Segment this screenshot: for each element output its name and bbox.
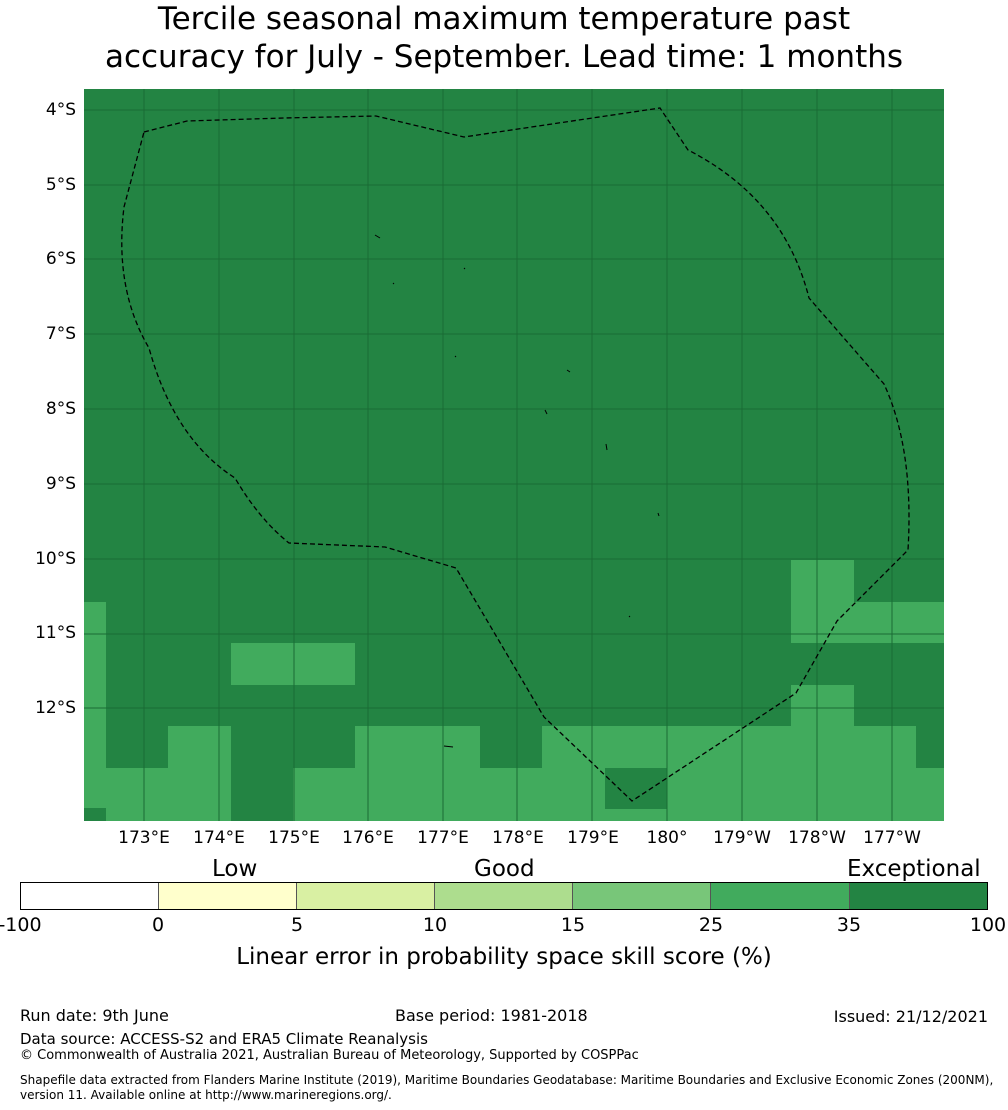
lon-label: 179°W xyxy=(713,828,771,848)
colorbar-category-exceptional: Exceptional xyxy=(847,856,981,882)
skill-cell xyxy=(293,768,355,821)
lon-label: 174°E xyxy=(193,828,245,848)
island-shape xyxy=(605,443,608,451)
skill-cell xyxy=(106,768,168,821)
colorbar-tick: 5 xyxy=(290,914,304,936)
skill-cell xyxy=(480,768,542,821)
skill-cell xyxy=(854,602,944,643)
colorbar-swatch xyxy=(296,882,435,910)
colorbar-swatch xyxy=(849,882,988,910)
colorbar-swatch xyxy=(572,882,711,910)
colorbar-swatch xyxy=(20,882,159,910)
island-shape xyxy=(374,234,381,239)
island-shape xyxy=(566,369,571,373)
colorbar-tick: 15 xyxy=(560,914,586,936)
lat-label: 10°S xyxy=(35,549,76,569)
lon-label: 179°E xyxy=(567,828,619,848)
skill-cell xyxy=(542,726,916,821)
lon-label: 178°W xyxy=(788,828,846,848)
lat-label: 8°S xyxy=(45,399,76,419)
colorbar-dividers xyxy=(158,882,850,910)
title-line-1: Tercile seasonal maximum temperature pas… xyxy=(157,1,851,37)
colorbar-category-good: Good xyxy=(474,856,535,882)
base-period: Base period: 1981-2018 xyxy=(395,1006,588,1025)
data-source: Data source: ACCESS-S2 and ERA5 Climate … xyxy=(20,1030,428,1048)
colorbar-swatch xyxy=(434,882,573,910)
lon-label: 180° xyxy=(646,828,688,848)
lat-label: 5°S xyxy=(45,175,76,195)
skill-cell xyxy=(916,768,944,821)
run-date: Run date: 9th June xyxy=(20,1006,169,1025)
lat-label: 6°S xyxy=(45,249,76,269)
skill-cell xyxy=(791,685,854,726)
lon-label: 177°E xyxy=(417,828,469,848)
lon-label: 177°W xyxy=(863,828,921,848)
island-shape xyxy=(657,512,660,517)
skill-cell xyxy=(355,726,480,821)
lon-label: 175°E xyxy=(268,828,320,848)
skill-cells-35-100 xyxy=(84,768,667,821)
island-shape xyxy=(628,615,631,618)
skill-cells-25-35 xyxy=(84,560,944,821)
skill-cell xyxy=(605,768,667,809)
skill-map xyxy=(84,89,944,821)
lat-label: 4°S xyxy=(45,100,76,120)
skill-cell xyxy=(84,602,106,808)
island-shape xyxy=(463,267,466,270)
islands xyxy=(374,234,660,748)
colorbar-title: Linear error in probability space skill … xyxy=(236,944,772,970)
issued-date: Issued: 21/12/2021 xyxy=(833,1007,988,1026)
skill-cell xyxy=(84,808,106,821)
lon-label: 176°E xyxy=(342,828,394,848)
colorbar-frame xyxy=(20,882,988,910)
skill-cell xyxy=(791,560,854,643)
colorbar-swatch xyxy=(158,882,297,910)
colorbar xyxy=(20,882,988,910)
colorbar-tick: 25 xyxy=(698,914,724,936)
colorbar-tick: 0 xyxy=(151,914,165,936)
skill-cell xyxy=(168,726,231,821)
island-shape xyxy=(443,745,454,748)
colorbar-category-low: Low xyxy=(212,856,258,882)
colorbar-tick: 100 xyxy=(969,914,1007,936)
lat-label: 9°S xyxy=(45,474,76,494)
island-shape xyxy=(544,409,548,415)
colorbar-tick: 35 xyxy=(836,914,862,936)
colorbar-tick: -100 xyxy=(0,914,42,936)
lat-label: 12°S xyxy=(35,698,76,718)
lon-label: 173°E xyxy=(118,828,170,848)
lon-label: 178°E xyxy=(492,828,544,848)
lat-label: 7°S xyxy=(45,324,76,344)
colorbar-tick: 10 xyxy=(422,914,448,936)
title-line-2: accuracy for July - September. Lead time… xyxy=(104,39,904,75)
skill-cell xyxy=(231,643,355,685)
island-shape xyxy=(392,282,395,285)
gridlines xyxy=(84,89,944,821)
shapefile-credit: Shapefile data extracted from Flanders M… xyxy=(20,1073,994,1102)
lat-label: 11°S xyxy=(35,623,76,643)
colorbar-swatch xyxy=(710,882,850,910)
map-canvas xyxy=(84,89,944,821)
island-shape xyxy=(454,355,457,358)
copyright: © Commonwealth of Australia 2021, Austra… xyxy=(20,1048,639,1063)
map-title: Tercile seasonal maximum temperature pas… xyxy=(0,0,1008,76)
